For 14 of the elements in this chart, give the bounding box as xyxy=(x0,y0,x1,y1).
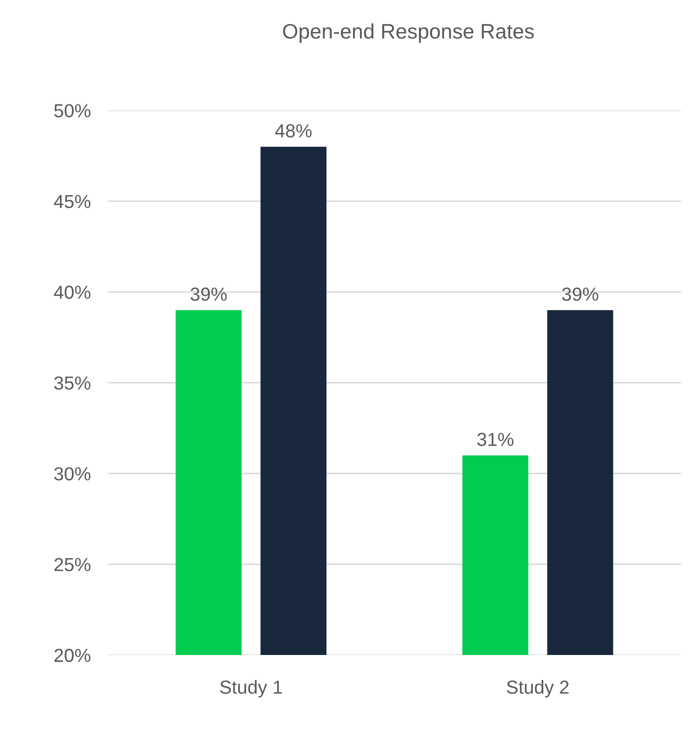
data-label: 39% xyxy=(190,288,227,301)
x-tick-label: Study 1 xyxy=(220,680,282,698)
x-tick-label: Study 2 xyxy=(506,680,569,698)
chart-title: Open-end Response Rates xyxy=(283,23,534,43)
data-label: 31% xyxy=(477,432,514,446)
y-tick-label: 40% xyxy=(54,286,90,299)
y-tick-label: 25% xyxy=(54,558,90,572)
y-tick-label: 50% xyxy=(54,104,90,118)
y-tick-label: 35% xyxy=(54,376,90,390)
y-tick-label: 30% xyxy=(54,467,90,480)
y-tick-label: 20% xyxy=(54,648,90,662)
data-label: 48% xyxy=(275,124,312,138)
data-label: 39% xyxy=(562,288,598,301)
y-tick-label: 45% xyxy=(54,194,90,208)
